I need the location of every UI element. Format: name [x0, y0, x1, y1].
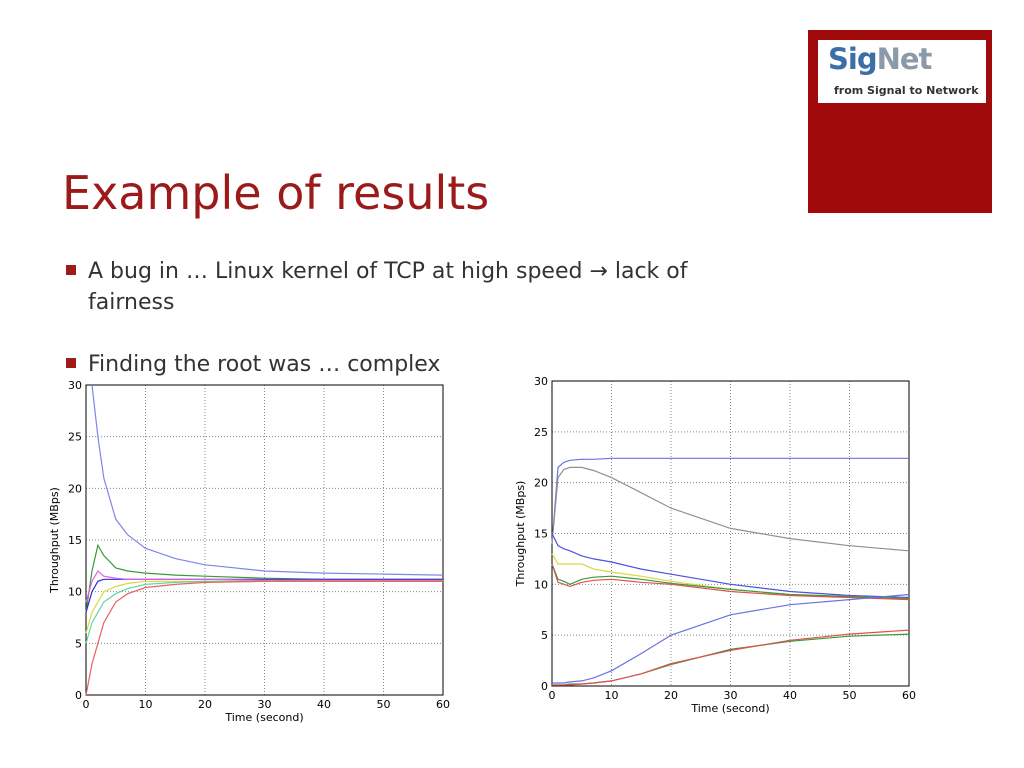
y-tick-label: 20 — [68, 482, 82, 495]
y-tick-label: 25 — [68, 431, 82, 444]
y-tick-label: 5 — [541, 629, 548, 642]
x-tick-label: 20 — [198, 698, 212, 711]
y-tick-label: 10 — [68, 586, 82, 599]
x-axis-label: Time (second) — [224, 711, 303, 724]
x-tick-label: 0 — [549, 689, 556, 702]
series-line — [85, 580, 443, 696]
x-tick-label: 60 — [902, 689, 916, 702]
plot-frame — [85, 384, 444, 696]
logo: SigNet from Signal to Network — [808, 30, 992, 213]
x-tick-label: 60 — [436, 698, 450, 711]
series-line — [551, 533, 910, 599]
tagline: from Signal to Network — [834, 84, 979, 97]
y-tick-label: 5 — [75, 637, 82, 650]
x-tick-label: 40 — [317, 698, 331, 711]
x-tick-label: 50 — [843, 689, 857, 702]
x-tick-label: 50 — [377, 698, 391, 711]
brand-net: Net — [876, 42, 933, 76]
series-line — [551, 466, 910, 552]
series-line — [552, 593, 910, 684]
x-axis-label: Time (second) — [690, 702, 769, 715]
x-tick-label: 10 — [139, 698, 153, 711]
y-tick-label: 30 — [68, 379, 82, 392]
y-tick-label: 25 — [534, 426, 548, 439]
y-tick-label: 15 — [68, 534, 82, 547]
x-tick-label: 10 — [605, 689, 619, 702]
x-tick-label: 40 — [783, 689, 797, 702]
series-line — [551, 457, 909, 544]
logo-box: SigNet from Signal to Network — [818, 40, 986, 103]
series-line — [85, 570, 443, 603]
y-tick-label: 20 — [534, 477, 548, 490]
bullet: A bug in … Linux kernel of TCP at high s… — [66, 256, 748, 318]
series-line — [91, 384, 444, 576]
bullet: Finding the root was … complex — [66, 349, 748, 380]
brand-sig: Sig — [828, 42, 878, 76]
y-tick-label: 15 — [534, 528, 548, 541]
x-tick-label: 30 — [258, 698, 272, 711]
y-tick-label: 30 — [534, 375, 548, 388]
x-tick-label: 0 — [83, 698, 90, 711]
brand: SigNet — [828, 42, 933, 76]
series-line — [552, 629, 910, 686]
x-tick-label: 20 — [664, 689, 678, 702]
series-line — [551, 563, 910, 601]
y-tick-label: 10 — [534, 578, 548, 591]
y-axis-label: Throughput (MBps) — [514, 481, 527, 588]
series-line — [551, 563, 910, 600]
y-tick-label: 0 — [75, 689, 82, 702]
slide-title: Example of results — [62, 166, 490, 220]
y-tick-label: 0 — [541, 680, 548, 693]
y-axis-label: Throughput (MBps) — [48, 487, 61, 594]
x-tick-label: 30 — [724, 689, 738, 702]
